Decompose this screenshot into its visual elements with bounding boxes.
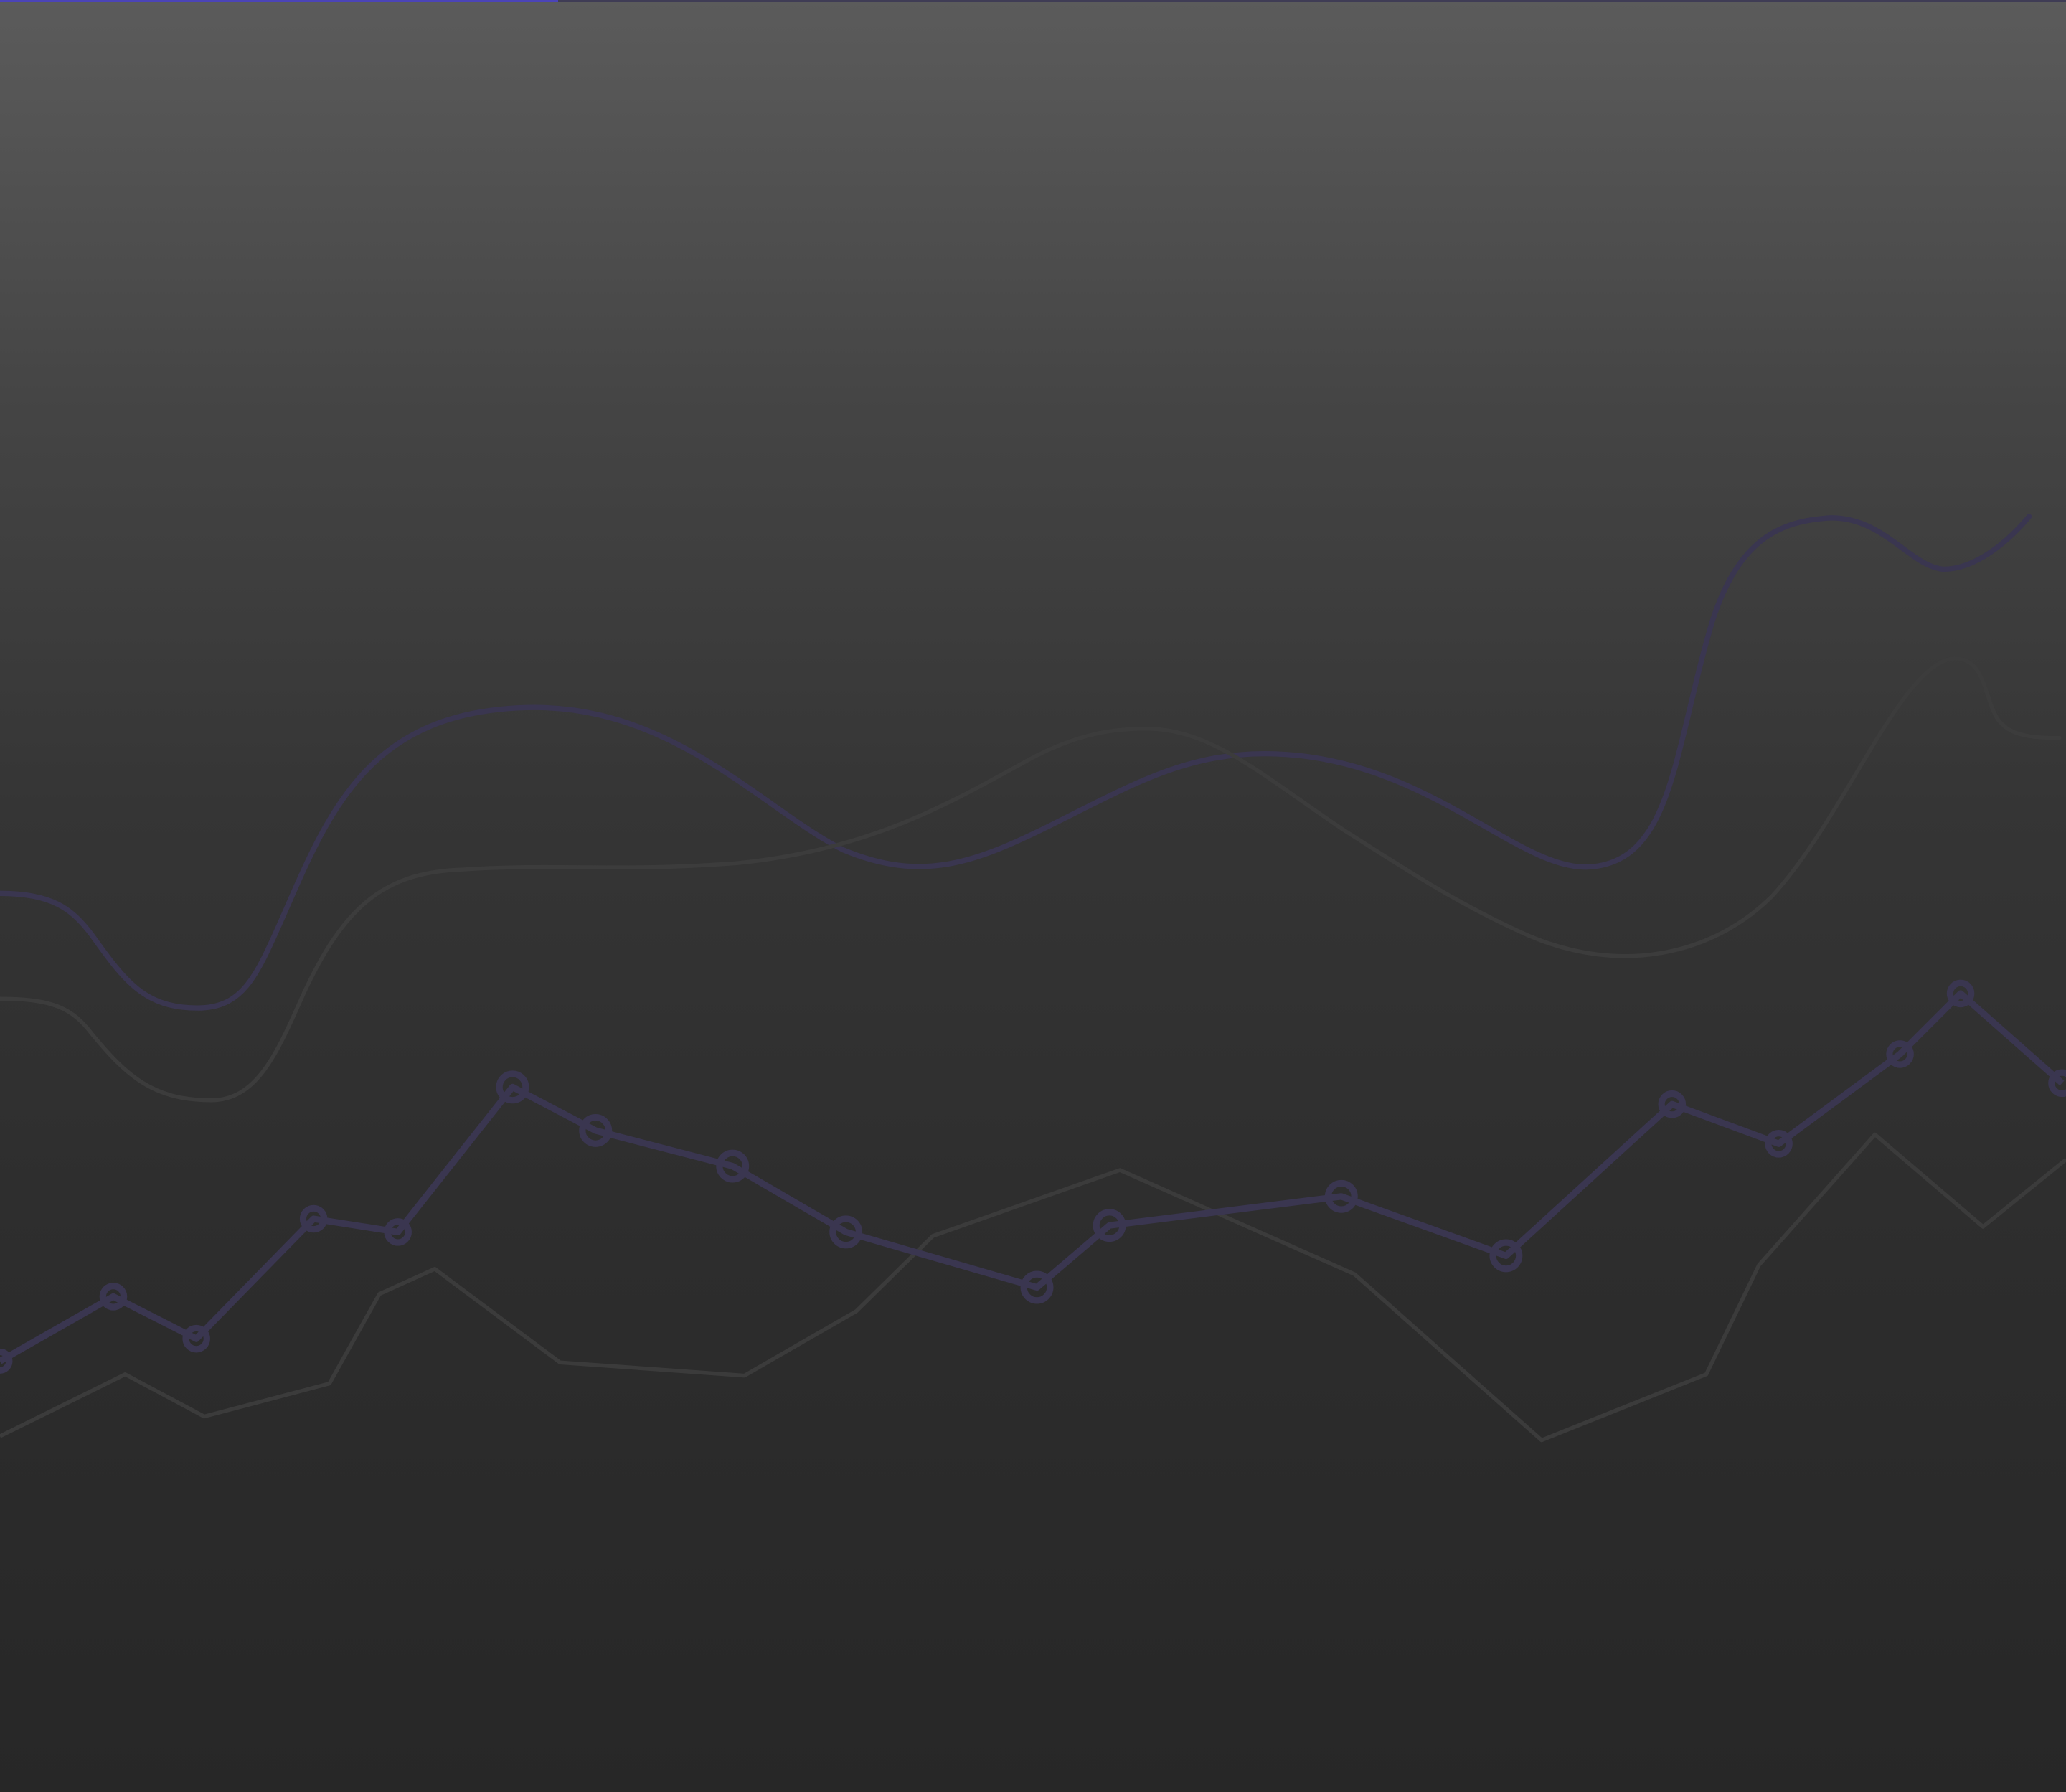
circle-marker-icon xyxy=(496,1070,529,1104)
decor-markers xyxy=(0,979,2066,1374)
circle-marker-icon xyxy=(99,1283,128,1311)
loading-progress-track xyxy=(0,0,2066,2)
circle-marker-icon xyxy=(384,1218,412,1246)
circle-marker-icon xyxy=(2048,1069,2066,1098)
circle-marker-icon xyxy=(829,1215,863,1249)
circle-marker-icon xyxy=(1886,1040,1914,1068)
circle-marker-icon xyxy=(1020,1270,1054,1304)
circle-marker-icon xyxy=(1946,979,1975,1008)
circle-marker-icon xyxy=(1489,1239,1523,1273)
circle-marker-icon xyxy=(1093,1209,1126,1242)
loading-progress-bar xyxy=(0,0,558,2)
circle-marker-icon xyxy=(299,1204,328,1233)
circle-marker-icon xyxy=(579,1113,613,1147)
decor-curve-accent xyxy=(0,514,2032,1011)
decor-polyline-accent xyxy=(0,990,2065,1364)
circle-marker-icon xyxy=(182,1324,210,1353)
circle-marker-icon xyxy=(0,1348,13,1374)
decor-curve-muted xyxy=(0,656,2062,1103)
circle-marker-icon xyxy=(1765,1130,1793,1158)
decor-polyline-muted xyxy=(0,1132,2066,1443)
circle-marker-icon xyxy=(716,1149,750,1183)
circle-marker-icon xyxy=(1324,1179,1358,1213)
circle-marker-icon xyxy=(1658,1090,1687,1118)
